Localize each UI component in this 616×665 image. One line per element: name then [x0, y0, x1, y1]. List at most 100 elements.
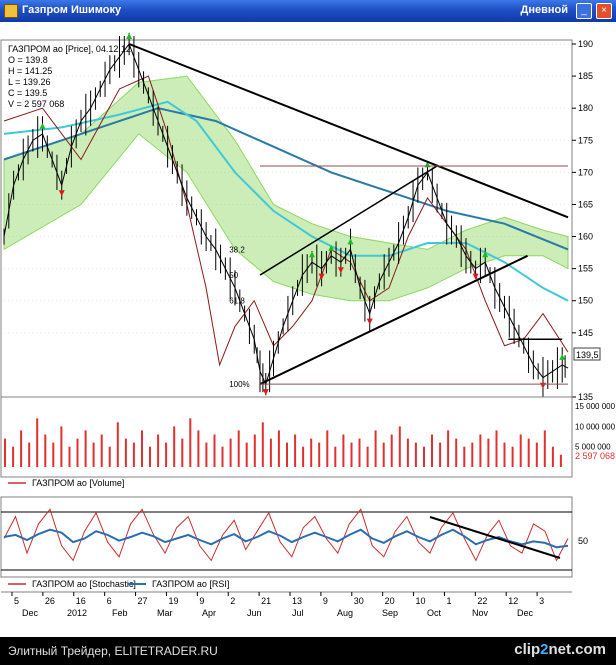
volume-bar [487, 438, 490, 467]
minimize-button[interactable]: _ [576, 3, 592, 19]
volume-bar [141, 430, 143, 467]
x-month-label: Oct [427, 608, 442, 618]
volume-bar [229, 438, 232, 467]
x-month-label: Dec [517, 608, 534, 618]
volume-bar [269, 438, 272, 467]
x-day-label: 21 [261, 596, 271, 606]
x-axis-bg [1, 592, 572, 620]
volume-bar [68, 446, 71, 467]
x-day-label: 3 [539, 596, 544, 606]
volume-bar [221, 446, 224, 467]
x-day-label: 22 [477, 596, 487, 606]
x-day-label: 12 [508, 596, 518, 606]
volume-bar [559, 454, 562, 467]
oscillator-panel: 50 ГАЗПРОМ ао [Stochastic] ГАЗПРОМ ао [R… [0, 496, 588, 589]
price-info-line: O = 139.8 [8, 55, 48, 65]
up-marker [328, 244, 335, 251]
volume-bar [108, 446, 111, 467]
price-tick-label: 145 [578, 328, 593, 338]
volume-bar [479, 434, 482, 467]
rsi-legend: ГАЗПРОМ ао [RSI] [152, 579, 229, 589]
volume-bar [181, 438, 184, 467]
logo-rest: net.com [548, 641, 606, 658]
volume-bar [213, 434, 216, 467]
volume-bar [463, 446, 466, 467]
kijun-line [3, 75, 569, 367]
volume-bar [294, 434, 297, 467]
volume-bar [12, 446, 15, 467]
down-marker [366, 318, 373, 325]
volume-bar [342, 434, 345, 467]
volume-bar [447, 430, 450, 467]
volume-bar [132, 442, 135, 467]
x-month-label: Sep [382, 608, 398, 618]
last-price-label: 139,5 [576, 350, 599, 360]
volume-bar [116, 422, 119, 467]
osc-y-label: 50 [578, 536, 588, 546]
x-day-label: 9 [323, 596, 328, 606]
volume-bar [366, 446, 369, 467]
volume-bar [28, 442, 31, 467]
fib-label: 61.8 [229, 297, 245, 306]
channel-upper-line [259, 165, 438, 276]
volume-bar [36, 418, 39, 468]
volume-bar [124, 438, 127, 467]
resistance-trendline [128, 43, 569, 219]
volume-bar [318, 442, 321, 467]
down-marker [58, 190, 65, 197]
window-title: Газпром Ишимоку [22, 4, 122, 16]
logo-main: clip [514, 641, 541, 658]
volume-bar [189, 418, 192, 468]
down-marker [337, 267, 344, 274]
volume-bar [358, 438, 361, 467]
up-marker [347, 238, 354, 245]
volume-bar [261, 422, 264, 467]
volume-bar [76, 438, 79, 467]
x-month-label: Mar [157, 608, 173, 618]
x-month-label: 2012 [67, 608, 87, 618]
rsi-line [3, 528, 569, 549]
volume-bar [406, 438, 409, 467]
up-marker [126, 33, 133, 39]
x-day-label: 9 [199, 596, 204, 606]
price-info-line: H = 141.25 [8, 66, 52, 76]
volume-bar [390, 434, 393, 467]
footer-caption: Элитный Трейдер, ELITETRADER.RU [8, 644, 218, 658]
x-day-label: 5 [14, 596, 19, 606]
volume-bar [455, 438, 458, 467]
price-tick-label: 150 [578, 296, 593, 306]
price-tick-label: 185 [578, 71, 593, 81]
volume-bar [398, 426, 401, 467]
stochastic-legend: ГАЗПРОМ ао [Stochastic] [32, 579, 136, 589]
period-label: Дневной [520, 4, 569, 16]
close-button[interactable]: × [596, 3, 612, 19]
x-month-label: Nov [472, 608, 489, 618]
down-marker [318, 273, 325, 280]
x-month-label: Dec [22, 608, 39, 618]
title-bar[interactable]: Газпром Ишимоку Дневной _ × [0, 0, 616, 22]
volume-tick-label: 10 000 000 [575, 422, 616, 431]
volume-bar [543, 430, 546, 467]
volume-bar [44, 434, 47, 467]
volume-bar [277, 430, 280, 467]
price-info: ГАЗПРОМ ао [Price], 04.12.12O = 139.8H =… [8, 44, 131, 109]
price-info-line: L = 139.26 [8, 77, 50, 87]
last-price-box [573, 347, 601, 361]
volume-bar [52, 442, 55, 467]
app-icon [4, 4, 18, 18]
x-month-label: Feb [112, 608, 128, 618]
volume-bar [423, 446, 425, 467]
price-info-line: ГАЗПРОМ ао [Price], 04.12.12 [8, 44, 131, 54]
down-marker [472, 273, 479, 280]
volume-legend: ГАЗПРОМ ао [Volume] [32, 478, 124, 488]
volume-bar [245, 442, 248, 467]
x-day-label: 20 [385, 596, 395, 606]
x-day-label: 1 [446, 596, 451, 606]
ichimoku-cloud [3, 75, 569, 302]
price-tick-label: 180 [578, 103, 593, 113]
volume-bar [84, 430, 87, 467]
volume-bar [439, 442, 442, 467]
volume-bar [173, 426, 176, 467]
